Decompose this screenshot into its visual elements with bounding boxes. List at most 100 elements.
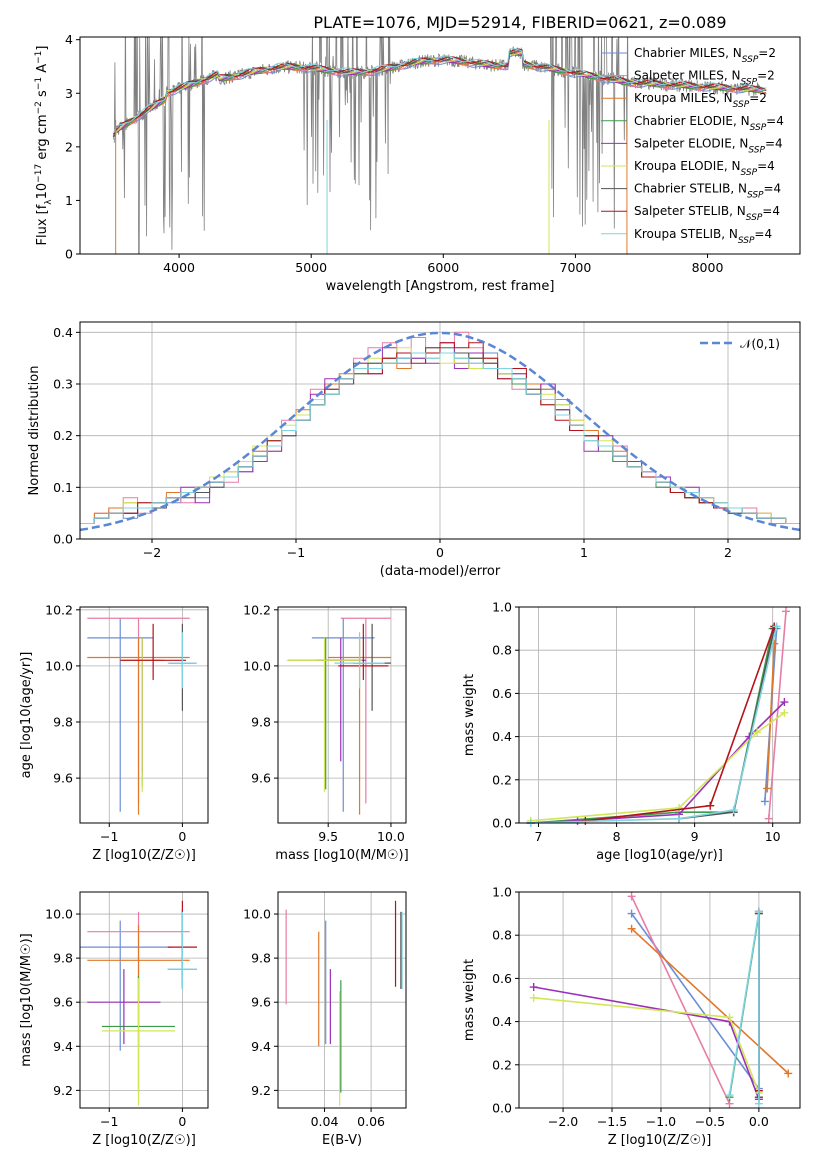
x-tick-label: 0.04 bbox=[311, 1114, 339, 1129]
weight-marker bbox=[529, 993, 538, 1002]
y-tick-label: 1.0 bbox=[492, 885, 512, 900]
label-part: −1 bbox=[34, 51, 44, 64]
y-tick-label: 0.2 bbox=[53, 428, 73, 443]
y-axis-label: age [log10(age/yr)] bbox=[19, 652, 34, 779]
weight-series bbox=[585, 626, 775, 822]
panel-1: 4000 5000 6000 7000 8000 0 1 2 3 4 wavelength [Ang… bbox=[34, 13, 801, 294]
weight-marker bbox=[781, 607, 790, 616]
x-tick-label: 1 bbox=[580, 545, 588, 560]
weight-marker bbox=[627, 892, 636, 901]
y-axis-label: mass weight bbox=[462, 674, 477, 756]
errorbars bbox=[80, 900, 198, 1106]
legend-subscript: SSP bbox=[741, 168, 758, 178]
legend-label: Salpeter MILES, NSSP=2 bbox=[634, 69, 775, 88]
y-tick-label: 0.2 bbox=[492, 1057, 512, 1072]
label-part: erg cm bbox=[35, 114, 50, 163]
y-axis-label: Normed distribution bbox=[27, 366, 42, 496]
weight-series bbox=[530, 626, 778, 824]
weight-series bbox=[530, 701, 785, 824]
legend-label: Salpeter ELODIE, NSSP=4 bbox=[634, 136, 783, 155]
label-part: ] bbox=[35, 46, 50, 51]
label-part: −2 bbox=[34, 101, 44, 114]
x-axis-label: mass [log10(M/M☉)] bbox=[275, 848, 408, 863]
x-tick-label: 4000 bbox=[163, 260, 195, 275]
x-axis-label: age [log10(age/yr)] bbox=[596, 848, 723, 863]
y-tick-label: 4 bbox=[65, 32, 73, 47]
y-tick-label: 0.6 bbox=[492, 971, 512, 986]
y-tick-label: 0.3 bbox=[53, 377, 73, 392]
weight-series bbox=[768, 611, 787, 819]
y-tick-label: 0.8 bbox=[492, 643, 512, 658]
legend-subscript: SSP bbox=[741, 78, 758, 88]
grid-lines bbox=[519, 606, 800, 824]
histogram-series bbox=[80, 352, 800, 524]
legend-text: Kroupa STELIB, N bbox=[634, 227, 738, 241]
weight-marker bbox=[754, 1099, 763, 1108]
x-tick-label: 2 bbox=[724, 545, 732, 560]
legend-text: =2 bbox=[757, 69, 775, 83]
x-tick-label: 0.0 bbox=[749, 1114, 769, 1129]
weight-marker bbox=[763, 784, 772, 793]
legend-subscript: SSP bbox=[746, 213, 763, 223]
model-spectrum bbox=[112, 51, 767, 138]
legend-text: Kroupa MILES, N bbox=[634, 91, 733, 105]
weight-marker bbox=[675, 814, 684, 823]
weight-marker bbox=[772, 622, 781, 631]
legend-text: Chabrier ELODIE, N bbox=[634, 114, 750, 128]
legend-text: Salpeter STELIB, N bbox=[634, 204, 746, 218]
legend-text: =4 bbox=[754, 227, 772, 241]
x-tick-label: −1.0 bbox=[646, 1114, 676, 1129]
grid-lines bbox=[80, 607, 208, 823]
panel-6: −1 0 9.2 9.4 9.6 9.8 10.0 Z [log10(Z/Z☉)] mass [… bbox=[19, 891, 209, 1148]
y-tick-label: 9.8 bbox=[53, 951, 73, 966]
weight-marker bbox=[725, 1091, 734, 1100]
y-tick-label: 9.4 bbox=[53, 1039, 73, 1054]
x-tick-label: 0 bbox=[178, 829, 186, 844]
y-tick-label: 10.0 bbox=[243, 907, 271, 922]
label-part: 10 bbox=[35, 183, 50, 200]
legend-label: Kroupa ELODIE, NSSP=4 bbox=[634, 159, 775, 178]
x-tick-label: 6000 bbox=[427, 260, 459, 275]
x-tick-label: −1 bbox=[100, 829, 118, 844]
weight-series bbox=[630, 895, 731, 1105]
x-tick-label: 8 bbox=[613, 829, 621, 844]
x-axis-label: Z [log10(Z/Z☉)] bbox=[92, 848, 196, 863]
weight-series bbox=[530, 712, 785, 822]
model-spectrum bbox=[112, 48, 767, 133]
x-tick-label: 0.06 bbox=[357, 1114, 385, 1129]
y-tick-label: 9.8 bbox=[251, 715, 271, 730]
y-tick-label: 0.0 bbox=[53, 532, 73, 547]
grid-lines bbox=[80, 892, 208, 1108]
axes-frame bbox=[518, 891, 801, 1109]
legend-text: =4 bbox=[765, 136, 783, 150]
y-axis-label: Flux [fλ10−17 erg cm−2 s−1 A−1] bbox=[34, 46, 54, 246]
model-spectrum bbox=[112, 48, 767, 135]
axes-frame bbox=[79, 321, 801, 540]
x-tick-label: −0.5 bbox=[695, 1114, 725, 1129]
panel-5: 7 8 9 10 0.0 0.2 0.4 0.6 0.8 1.0 age [log10(age/yr… bbox=[462, 600, 801, 863]
panel-3: −1 0 9.6 9.8 10.0 10.2 Z [log10(Z/Z☉)] age [log… bbox=[19, 602, 209, 863]
x-axis-label: Z [log10(Z/Z☉)] bbox=[608, 1133, 712, 1148]
panel-4: 9.5 10.0 9.6 9.8 10.0 10.2 mass [log10(M/M☉)] bbox=[243, 602, 409, 863]
legend-text: Salpeter MILES, N bbox=[634, 69, 741, 83]
legend-label: 𝒩(0,1) bbox=[740, 337, 780, 351]
legend: 𝒩(0,1) bbox=[700, 337, 780, 351]
x-tick-label: −1 bbox=[100, 1114, 118, 1129]
y-axis-label: mass [log10(M/M☉)] bbox=[19, 933, 34, 1066]
legend-subscript: SSP bbox=[742, 55, 759, 65]
weight-marker bbox=[675, 803, 684, 812]
legend-text: =4 bbox=[766, 114, 784, 128]
x-tick-label: 7 bbox=[535, 829, 543, 844]
axes-frame bbox=[79, 36, 801, 255]
grid-lines bbox=[278, 607, 406, 823]
weight-marker bbox=[780, 698, 789, 707]
weight-marker bbox=[706, 801, 715, 810]
weight-marker bbox=[760, 797, 769, 806]
weight-marker bbox=[784, 1069, 793, 1078]
label-part: A bbox=[35, 64, 50, 77]
x-tick-label: 9.5 bbox=[318, 829, 338, 844]
x-axis-label: wavelength [Angstrom, rest frame] bbox=[326, 279, 555, 294]
y-tick-label: 0.2 bbox=[492, 772, 512, 787]
legend-text: =2 bbox=[758, 46, 776, 60]
